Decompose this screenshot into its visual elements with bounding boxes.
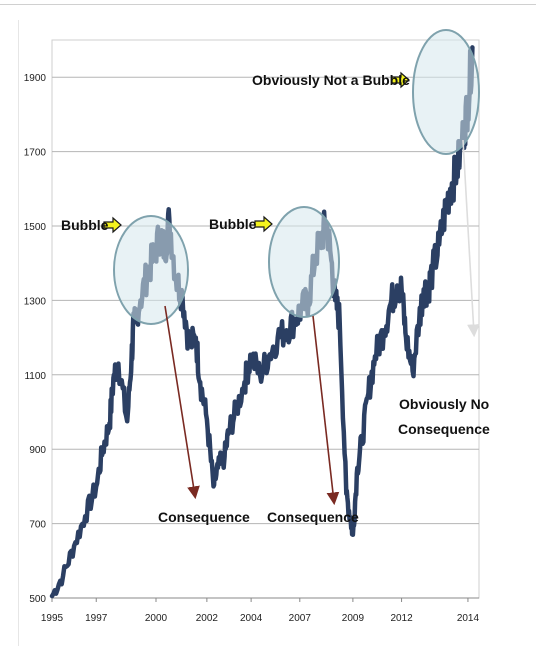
bubble-pointer-icon-2 bbox=[254, 215, 273, 233]
x-tick-label: 1995 bbox=[41, 613, 64, 624]
y-tick-label: 1700 bbox=[24, 148, 47, 159]
y-tick-label: 900 bbox=[29, 445, 46, 456]
annotation-consequence-future: Consequence bbox=[398, 421, 490, 437]
x-tick-label: 1997 bbox=[85, 613, 108, 624]
y-tick-label: 500 bbox=[29, 594, 46, 605]
consequence-arrow-2000 bbox=[164, 305, 200, 500]
annotation-bubble-2000: Bubble bbox=[61, 217, 109, 233]
x-tick-label: 2012 bbox=[390, 613, 413, 624]
annotation-not-a-bubble: Obviously Not a Bubble bbox=[252, 72, 410, 88]
y-tick-label: 1500 bbox=[24, 222, 47, 233]
bubble-pointer-icon-1 bbox=[103, 216, 122, 234]
y-axis-ticks: 500 700 900 1100 1300 1500 1700 1900 bbox=[24, 73, 47, 605]
left-border bbox=[18, 20, 19, 646]
x-tick-label: 2009 bbox=[342, 613, 365, 624]
y-tick-label: 1100 bbox=[24, 371, 46, 382]
annotation-consequence-2008: Consequence bbox=[267, 509, 359, 525]
bubble-circle-2007 bbox=[268, 206, 340, 318]
bubble-circle-2000 bbox=[113, 215, 189, 325]
y-tick-label: 700 bbox=[29, 520, 46, 531]
bubble-pointer-icon-3 bbox=[391, 71, 410, 89]
annotation-obviously-no: Obviously No bbox=[399, 396, 489, 412]
consequence-arrow-2014 bbox=[462, 139, 480, 338]
bubble-circle-2014 bbox=[412, 29, 480, 155]
annotation-consequence-2002: Consequence bbox=[158, 509, 250, 525]
x-tick-label: 2002 bbox=[196, 613, 219, 624]
x-tick-label: 2004 bbox=[240, 613, 263, 624]
top-border bbox=[0, 4, 536, 5]
x-tick-label: 2000 bbox=[145, 613, 168, 624]
y-tick-label: 1900 bbox=[24, 73, 47, 84]
consequence-arrow-2007 bbox=[312, 315, 340, 506]
y-tick-label: 1300 bbox=[24, 296, 47, 307]
x-tick-label: 2014 bbox=[457, 613, 480, 624]
annotation-bubble-2007: Bubble bbox=[209, 216, 257, 232]
x-axis-ticks: 1995 1997 2000 2002 2004 2007 2009 2012 2014 bbox=[41, 597, 480, 624]
plot-frame bbox=[51, 39, 480, 599]
x-tick-label: 2007 bbox=[289, 613, 312, 624]
